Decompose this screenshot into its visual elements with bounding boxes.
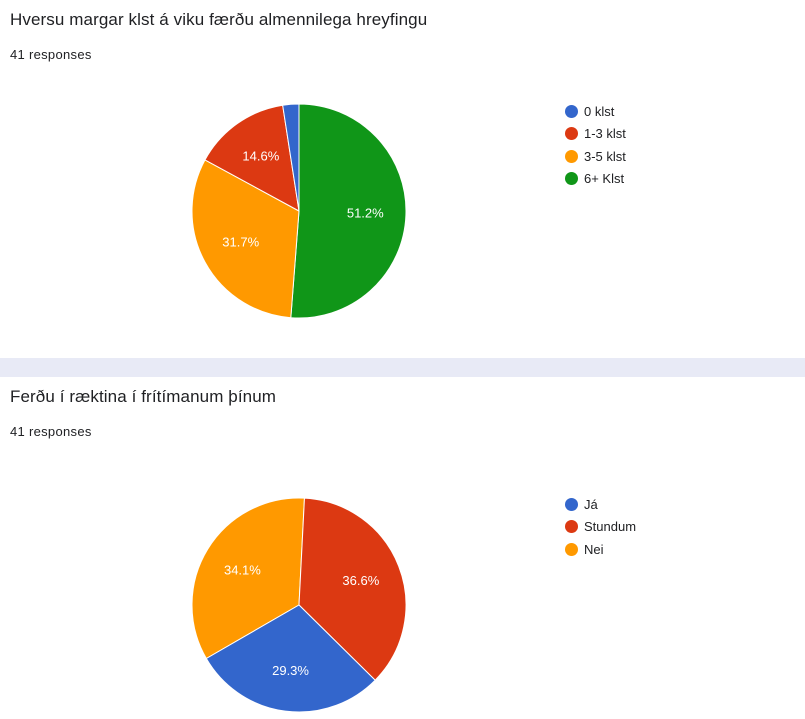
legend-item[interactable]: 3-5 klst <box>565 145 626 168</box>
legend-swatch <box>565 497 578 511</box>
pie-slice-já[interactable] <box>205 604 376 713</box>
legend-label: Já <box>584 496 598 512</box>
legend-swatch <box>565 542 578 556</box>
chart-card-weekly-exercise: Hversu margar klst á viku færðu almennil… <box>0 0 805 358</box>
slice-percentage-label: 14.6% <box>242 149 279 164</box>
pie-chart-weekly-exercise: 51.2% 31.7% 14.6% <box>191 103 407 319</box>
pie-slice-6-klst[interactable] <box>290 103 407 319</box>
response-count: 41 responses <box>10 47 92 62</box>
legend-label: 1-3 klst <box>584 126 626 142</box>
legend-label: Stundum <box>584 519 637 535</box>
legend-swatch <box>565 104 578 118</box>
pie-slice-0-klst[interactable] <box>282 103 300 212</box>
legend-label: 0 klst <box>584 103 615 119</box>
chart-card-gym-visits: Ferðu í ræktina í frítímanum þínum 41 re… <box>0 377 805 719</box>
legend-item[interactable]: Stundum <box>565 516 636 539</box>
chart-legend: 0 klst 1-3 klst 3-5 klst 6+ Klst <box>565 100 626 190</box>
pie-chart-gym-visits: 34.1% 36.6% 29.3% <box>191 497 407 713</box>
chart-title: Ferðu í ræktina í frítímanum þínum <box>10 387 277 406</box>
legend-swatch <box>565 172 578 186</box>
pie-slice-1-3-klst[interactable] <box>204 104 300 212</box>
legend-item[interactable]: Já <box>565 493 636 516</box>
legend-swatch <box>565 520 578 534</box>
legend-item[interactable]: 0 klst <box>565 100 626 123</box>
slice-percentage-label: 36.6% <box>342 573 379 588</box>
legend-label: 6+ Klst <box>584 171 625 187</box>
legend-item[interactable]: 1-3 klst <box>565 123 626 146</box>
legend-swatch <box>565 149 578 163</box>
legend-label: Nei <box>584 541 604 557</box>
chart-legend: Já Stundum Nei <box>565 493 636 561</box>
chart-title: Hversu margar klst á viku færðu almennil… <box>10 10 428 29</box>
response-count: 41 responses <box>10 424 92 439</box>
pie-slice-stundum[interactable] <box>298 497 407 681</box>
legend-label: 3-5 klst <box>584 148 626 164</box>
legend-item[interactable]: Nei <box>565 538 636 561</box>
slice-percentage-label: 34.1% <box>224 562 261 577</box>
pie-slice-nei[interactable] <box>191 497 305 660</box>
legend-swatch <box>565 127 578 141</box>
slice-percentage-label: 29.3% <box>272 663 309 678</box>
slice-percentage-label: 31.7% <box>222 235 259 250</box>
legend-item[interactable]: 6+ Klst <box>565 168 626 191</box>
slice-percentage-label: 51.2% <box>347 206 384 221</box>
pie-slice-3-5-klst[interactable] <box>191 159 300 319</box>
